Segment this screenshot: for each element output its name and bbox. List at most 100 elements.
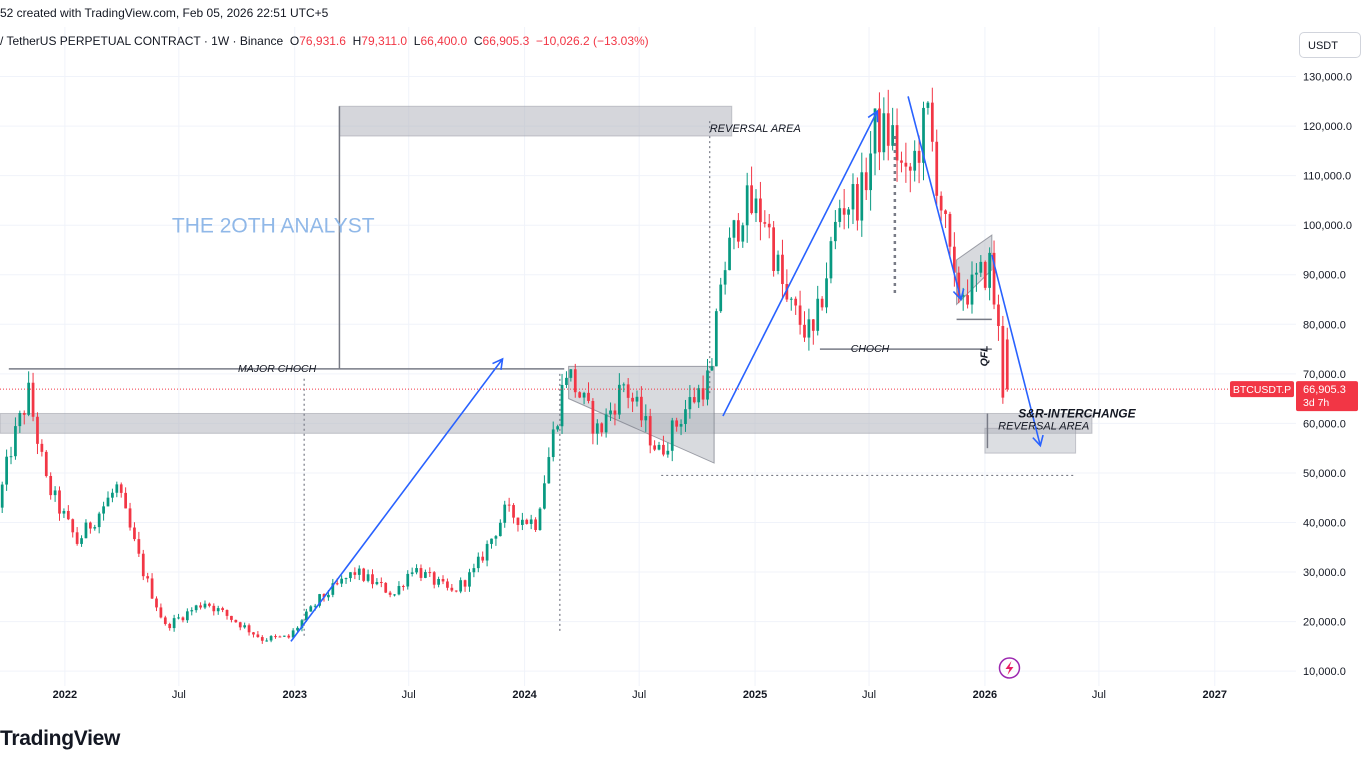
y-tick-label: 110,000.0 [1303, 171, 1351, 183]
high-label: H [352, 34, 362, 48]
blue-arrow-forecast-head [1032, 434, 1044, 448]
low-label: L [413, 34, 421, 48]
candle-body [119, 484, 123, 493]
candle-body [322, 594, 326, 598]
candle-body [75, 532, 79, 544]
candle-body [282, 635, 286, 637]
candle-body [794, 298, 798, 306]
candle-body [873, 108, 877, 154]
last-price-badge [1296, 381, 1358, 412]
candle-body [415, 568, 418, 573]
currency-selector[interactable]: USDT [1299, 32, 1361, 58]
chart-area[interactable]: THE 2OTH ANALYST MAJOR CHOCH REVERSAL AREA… [0, 27, 1368, 710]
candle-body [44, 451, 48, 477]
candle-body [631, 397, 634, 402]
candle-body [886, 113, 890, 146]
candle-body [441, 578, 445, 582]
qfl-label: QFL [978, 345, 990, 366]
candle-body [939, 195, 943, 211]
x-tick-label: 2022 [53, 689, 77, 701]
candle-body [622, 384, 626, 386]
last-price-symbol-label: BTCUSDT.P [1233, 384, 1291, 396]
candle-body [833, 221, 837, 242]
candle-body [719, 284, 723, 312]
candle-body [803, 324, 806, 338]
candle-body [0, 484, 4, 508]
candle-body [14, 426, 17, 457]
candle-body [811, 319, 815, 331]
candle-body [560, 384, 564, 427]
watermark-text: THE 2OTH ANALYST [172, 215, 375, 238]
candle-body [882, 113, 886, 153]
x-tick-label: 2023 [282, 689, 306, 701]
price-chart[interactable]: THE 2OTH ANALYST MAJOR CHOCH REVERSAL AREA… [0, 27, 1368, 710]
x-tick-label: 2027 [1203, 689, 1227, 701]
candle-body [798, 305, 802, 325]
candle-body [626, 384, 630, 398]
candle-body [966, 295, 969, 305]
open-label: O [289, 34, 300, 48]
candle-body [582, 392, 586, 398]
flag-pattern-2025 [956, 234, 993, 306]
candle-body [767, 223, 771, 228]
candle-body [27, 382, 31, 415]
candle-body [829, 241, 833, 279]
candle-body [468, 572, 471, 587]
chart-caption: 52 created with TradingView.com, Feb 05,… [0, 6, 329, 20]
candle-body [856, 184, 859, 221]
candle-body [935, 141, 939, 196]
y-tick-label: 70,000.0 [1303, 369, 1346, 381]
candle-body [565, 377, 568, 385]
blue-arrow-forecast [991, 254, 1042, 446]
choch-label: CHOCH [851, 343, 890, 355]
candle-body [397, 586, 401, 595]
low-value: 66,400.0 [420, 34, 468, 48]
change-value: −10,026.2 (−13.03%) [535, 34, 649, 48]
candle-body [816, 298, 820, 331]
candle-body [230, 615, 233, 620]
candle-body [684, 409, 687, 425]
candle-body [891, 125, 895, 146]
candle-body [163, 617, 167, 624]
candle-body [789, 298, 793, 300]
blue-arrow-drop [907, 96, 962, 300]
candle-body [428, 572, 432, 574]
candle-body [573, 369, 577, 393]
candle-body [97, 513, 101, 528]
candle-body [948, 213, 952, 247]
candle-body [957, 272, 961, 297]
candle-body [419, 568, 423, 578]
candle-body [494, 536, 498, 539]
candle-body [538, 508, 542, 530]
candle-body [194, 605, 198, 611]
candle-body [102, 506, 105, 514]
candle-body [692, 397, 696, 403]
candle-body [825, 278, 828, 308]
candle-body [375, 582, 379, 585]
candle-body [9, 456, 13, 458]
candle-body [111, 492, 114, 498]
candle-body [260, 637, 264, 641]
x-tick-label: 2025 [743, 689, 767, 701]
candle-body [300, 620, 304, 628]
candle-body [979, 261, 983, 273]
candle-body [388, 592, 392, 595]
last-price-countdown: 3d 7h [1303, 397, 1329, 409]
candle-body [485, 543, 489, 561]
candle-body [287, 635, 291, 638]
candle-body [459, 580, 463, 592]
candle-body [988, 252, 991, 288]
candle-body [252, 632, 255, 635]
candle-body [706, 370, 709, 400]
candle-body [961, 295, 965, 297]
candle-body [349, 572, 352, 579]
high-value: 79,311.0 [361, 34, 408, 48]
candle-body [741, 225, 745, 242]
candle-body [675, 420, 679, 427]
candle-body [185, 611, 189, 621]
candle-body [913, 150, 917, 171]
candle-body [159, 607, 163, 618]
candle-body [146, 576, 150, 579]
candle-body [481, 556, 485, 561]
x-tick-label: 2024 [512, 689, 537, 701]
